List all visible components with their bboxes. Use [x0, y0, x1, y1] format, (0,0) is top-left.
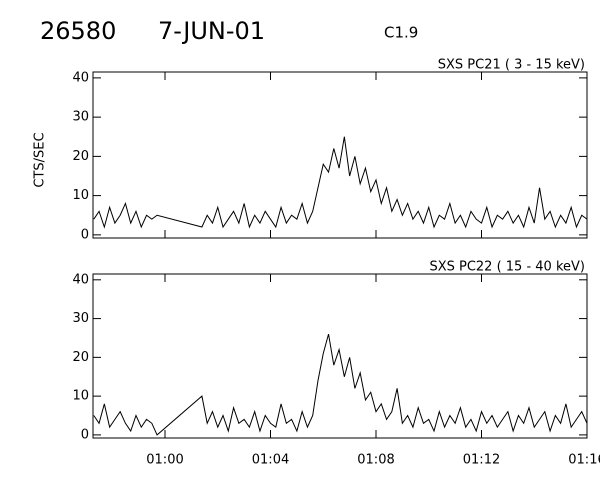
y-tick-label: 20 — [72, 350, 89, 365]
y-tick-label: 40 — [72, 272, 89, 287]
y-tick-label: 20 — [72, 149, 89, 164]
panel-title: SXS PC22 ( 15 - 40 keV) — [429, 260, 585, 275]
x-tick-label: 01:08 — [357, 453, 394, 468]
data-line — [93, 333, 588, 436]
x-tick-label: 01:12 — [463, 453, 500, 468]
y-tick-label: 10 — [72, 188, 89, 203]
header-id: 26580 — [40, 17, 116, 45]
plot-frame — [92, 71, 588, 239]
y-tick-label: 0 — [81, 427, 89, 442]
y-axis-label: CTS/SEC — [33, 132, 48, 187]
y-tick-label: 40 — [72, 70, 89, 85]
y-tick-label: 0 — [81, 227, 89, 242]
x-tick-label: 01:00 — [146, 453, 183, 468]
y-tick-label: 30 — [72, 110, 89, 125]
x-tick-label: 01:04 — [252, 453, 289, 468]
header-date: 7-JUN-01 — [158, 17, 265, 45]
y-tick-label: 30 — [72, 311, 89, 326]
x-tick-label: 01:16 — [568, 453, 600, 468]
y-tick-label: 10 — [72, 389, 89, 404]
data-line — [93, 136, 588, 229]
plot-frame — [92, 273, 588, 439]
panel-title: SXS PC21 ( 3 - 15 keV) — [438, 58, 585, 73]
header-class: C1.9 — [384, 24, 418, 42]
